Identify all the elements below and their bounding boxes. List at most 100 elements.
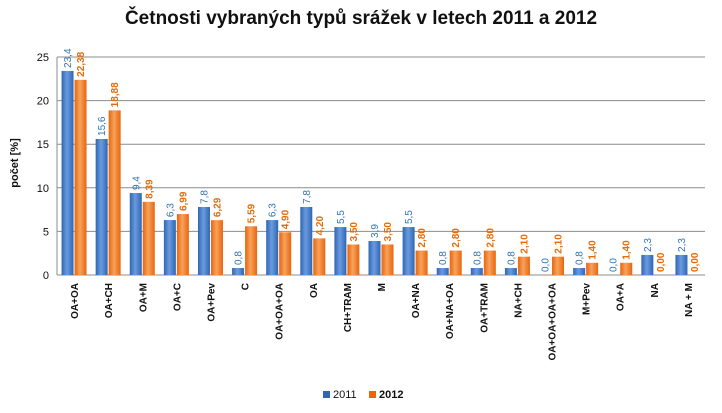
data-label-2012: 3,50: [383, 222, 394, 242]
legend: 2011 2012: [323, 389, 403, 401]
data-label-2012: 2,10: [519, 234, 530, 254]
bar-2012: [313, 238, 326, 275]
data-label-2012: 6,29: [212, 197, 223, 217]
data-label-2012: 1,40: [588, 240, 599, 260]
bar-2012: [142, 201, 155, 275]
data-label-2011: 0,8: [506, 251, 517, 265]
y-tick-label: 10: [37, 183, 49, 195]
data-label-2012: 4,90: [281, 209, 292, 229]
data-label-2012: 2,80: [485, 228, 496, 248]
data-label-2012: 8,39: [144, 179, 155, 199]
data-label-2012: 3,50: [349, 222, 360, 242]
data-label-2011: 6,3: [268, 203, 279, 217]
data-label-2011: 0,8: [438, 251, 449, 265]
x-tick-label: C: [241, 283, 252, 290]
data-label-2011: 23,4: [63, 48, 74, 68]
data-label-2011: 9,4: [131, 176, 142, 190]
bar-2012: [415, 250, 428, 275]
x-tick-label: OA+OA+OA: [275, 283, 286, 340]
data-label-2011: 7,8: [302, 190, 313, 204]
data-label-2012: 0,00: [656, 252, 667, 272]
bar-2011: [300, 206, 313, 275]
x-tick-label: OA+TRAM: [479, 283, 490, 333]
data-label-2012: 6,99: [178, 191, 189, 211]
bar-2011: [436, 268, 449, 275]
y-tick-label: 0: [43, 270, 49, 282]
data-label-2012: 4,20: [315, 215, 326, 235]
bars: [61, 70, 688, 276]
bar-2011: [129, 193, 142, 275]
data-label-2012: 18,88: [110, 82, 121, 107]
x-tick-label: OA+A: [616, 283, 627, 311]
y-tick-label: 5: [43, 226, 49, 238]
data-label-2011: 5,5: [336, 210, 347, 224]
bar-2012: [176, 214, 189, 275]
bar-2011: [197, 206, 210, 275]
bar-2012: [517, 256, 530, 275]
data-label-2011: 2,3: [643, 238, 654, 252]
data-label-2011: 0,0: [609, 258, 620, 272]
bar-2011: [266, 220, 279, 275]
legend-swatch-2012: [369, 391, 376, 398]
data-label-2012: 5,59: [247, 203, 258, 223]
y-axis-ticks: 0 5 10 15 20 25: [37, 52, 49, 282]
bar-2011: [470, 268, 483, 275]
x-tick-label: OA+Pev: [206, 283, 217, 322]
bar-2011: [641, 254, 654, 275]
bar-2011: [368, 240, 381, 275]
bar-2012: [381, 244, 394, 275]
data-label-2012: 1,40: [622, 240, 633, 260]
x-tick-label: OA+CH: [104, 283, 115, 318]
legend-swatch-2011: [323, 391, 330, 398]
bar-2012: [483, 250, 496, 275]
x-tick-label: M+Pev: [582, 283, 593, 315]
x-tick-label: OA+OA: [70, 283, 81, 319]
data-label-2011: 15,6: [97, 116, 108, 136]
bar-2011: [95, 138, 108, 275]
x-tick-label: OA+C: [172, 283, 183, 311]
x-tick-label: OA+M: [138, 283, 149, 312]
chart-title: Četnosti vybraných typů srážek v letech …: [125, 7, 597, 29]
x-tick-label: OA+NA+OA: [445, 283, 456, 339]
bar-2011: [61, 70, 74, 276]
bar-2012: [620, 262, 633, 275]
data-label-2011: 7,8: [199, 190, 210, 204]
x-tick-label: OA+OA+OA+OA: [548, 283, 559, 361]
x-tick-label: NA: [650, 283, 661, 297]
data-label-2011: 6,3: [165, 203, 176, 217]
legend-label-2012: 2012: [379, 389, 403, 401]
y-tick-label: 15: [37, 139, 49, 151]
legend-label-2011: 2011: [333, 389, 357, 401]
data-label-2011: 0,8: [472, 251, 483, 265]
x-axis-ticks: OA+OA OA+CH OA+M OA+C OA+Pev C OA+OA+OA OA CH+TR…: [70, 283, 695, 361]
data-label-2012: 0,00: [690, 252, 701, 272]
bar-2011: [163, 220, 176, 275]
bar-2012: [74, 79, 87, 275]
y-axis-label: počet [%]: [9, 138, 21, 188]
data-label-2011: 0,0: [541, 258, 552, 272]
bar-2011: [334, 227, 347, 275]
x-tick-label: CH+TRAM: [343, 283, 354, 332]
bar-2011: [402, 227, 415, 275]
data-label-2012: 2,80: [451, 228, 462, 248]
data-label-2011: 0,8: [575, 251, 586, 265]
data-label-2011: 2,3: [677, 238, 688, 252]
data-label-2012: 2,80: [417, 228, 428, 248]
bar-2011: [504, 268, 517, 275]
bar-2012: [347, 244, 360, 275]
bar-2012: [245, 226, 258, 275]
bar-2012: [210, 220, 223, 275]
bar-2011: [232, 268, 245, 275]
data-label-2011: 5,5: [404, 210, 415, 224]
bar-2011: [675, 254, 688, 275]
x-tick-label: NA + M: [684, 283, 695, 317]
bar-2012: [586, 262, 599, 275]
bar-2012: [279, 232, 292, 275]
data-label-2011: 0,8: [234, 251, 245, 265]
data-label-2012: 2,10: [554, 234, 565, 254]
bar-2012: [449, 250, 462, 275]
data-label-2012: 22,38: [76, 51, 87, 76]
